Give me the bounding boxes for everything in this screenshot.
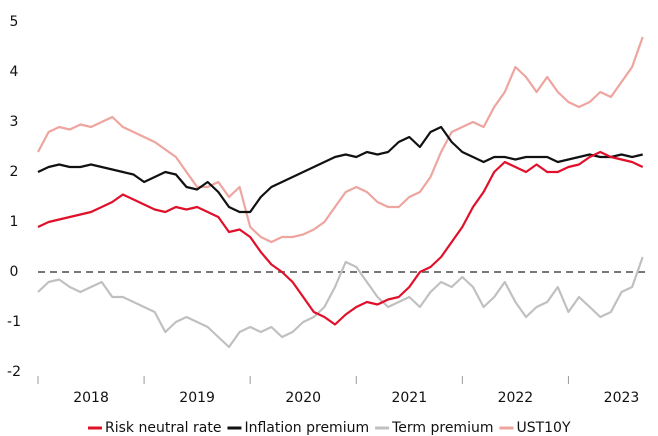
series-line bbox=[37, 150, 644, 326]
y-tick-label: 4 bbox=[10, 64, 19, 80]
series-line bbox=[37, 36, 644, 244]
legend-label: Inflation premium bbox=[244, 420, 369, 436]
y-tick-label: 1 bbox=[10, 214, 19, 230]
x-tick-label: 2023 bbox=[604, 390, 640, 406]
x-tick-label: 2019 bbox=[179, 390, 215, 406]
y-tick-label: 0 bbox=[10, 264, 19, 280]
y-tick-label: 5 bbox=[10, 14, 19, 30]
series-line bbox=[37, 125, 643, 214]
legend-label: Term premium bbox=[391, 420, 493, 436]
y-tick-label: -1 bbox=[7, 314, 21, 330]
x-tick-label: 2022 bbox=[498, 390, 534, 406]
series-line bbox=[37, 256, 644, 349]
legend-label: Risk neutral rate bbox=[105, 420, 221, 436]
x-tick-label: 2021 bbox=[391, 390, 427, 406]
y-tick-label: -2 bbox=[7, 364, 21, 380]
y-tick-label: 2 bbox=[10, 164, 19, 180]
x-tick-label: 2020 bbox=[285, 390, 321, 406]
y-tick-label: 3 bbox=[10, 114, 19, 130]
x-tick-label: 2018 bbox=[73, 390, 109, 406]
legend-label: UST10Y bbox=[516, 420, 571, 436]
